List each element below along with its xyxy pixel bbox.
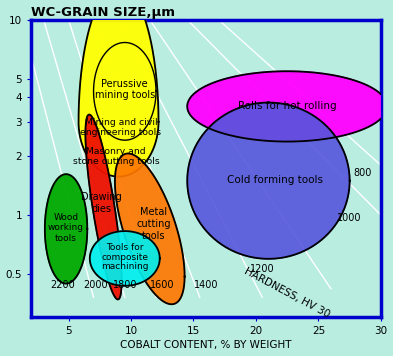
- Text: Drawing
dies: Drawing dies: [81, 193, 121, 214]
- Polygon shape: [187, 103, 350, 259]
- Text: WC-GRAIN SIZE,μm: WC-GRAIN SIZE,μm: [31, 6, 175, 19]
- Text: 1600: 1600: [150, 280, 174, 290]
- Text: Mining and civil
engineering tools: Mining and civil engineering tools: [81, 118, 162, 137]
- Polygon shape: [115, 153, 185, 304]
- Text: Tools for
composite
machining: Tools for composite machining: [101, 243, 149, 271]
- Text: Cold forming tools: Cold forming tools: [227, 174, 323, 184]
- Text: Perussive
mining tools: Perussive mining tools: [95, 79, 155, 100]
- Text: 1200: 1200: [250, 264, 275, 274]
- Text: 1000: 1000: [338, 213, 362, 223]
- Text: 800: 800: [353, 168, 371, 178]
- Polygon shape: [45, 174, 87, 284]
- Polygon shape: [79, 0, 158, 177]
- Text: Masonry and
stone cutting tools: Masonry and stone cutting tools: [73, 147, 160, 166]
- Text: Rolls for hot rolling: Rolls for hot rolling: [238, 101, 336, 111]
- Text: 1800: 1800: [112, 280, 137, 290]
- Text: 1400: 1400: [194, 280, 218, 290]
- Polygon shape: [85, 115, 122, 299]
- Text: Metal
cutting
tools: Metal cutting tools: [136, 208, 171, 241]
- Polygon shape: [187, 71, 387, 142]
- X-axis label: COBALT CONTENT, % BY WEIGHT: COBALT CONTENT, % BY WEIGHT: [120, 340, 292, 350]
- Text: HARDNESS, HV 30: HARDNESS, HV 30: [243, 266, 332, 320]
- Text: Wood
working
tools: Wood working tools: [48, 213, 84, 243]
- Text: 2000: 2000: [84, 280, 108, 290]
- Text: 2200: 2200: [50, 280, 75, 290]
- Polygon shape: [90, 231, 160, 286]
